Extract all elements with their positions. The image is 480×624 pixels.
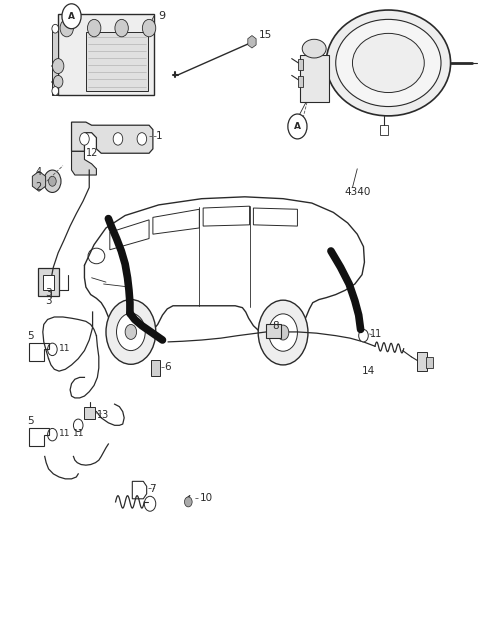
Text: 5: 5 [27, 331, 34, 341]
FancyBboxPatch shape [152, 360, 160, 376]
Circle shape [184, 497, 192, 507]
Text: 4340: 4340 [344, 187, 371, 197]
Circle shape [106, 300, 156, 364]
FancyBboxPatch shape [86, 32, 148, 91]
Circle shape [288, 114, 307, 139]
Text: A: A [68, 12, 75, 21]
Text: 3: 3 [45, 288, 51, 298]
Circle shape [277, 325, 289, 340]
Text: 9: 9 [158, 11, 166, 21]
Text: 12: 12 [86, 149, 98, 158]
FancyBboxPatch shape [266, 324, 281, 338]
Text: 8: 8 [273, 321, 279, 331]
Circle shape [80, 133, 89, 145]
Text: A: A [294, 122, 301, 131]
FancyBboxPatch shape [43, 275, 54, 290]
Polygon shape [72, 122, 153, 154]
FancyBboxPatch shape [426, 357, 433, 368]
FancyBboxPatch shape [38, 268, 59, 296]
Text: 6: 6 [164, 362, 171, 372]
Ellipse shape [336, 19, 441, 107]
FancyBboxPatch shape [417, 353, 427, 371]
Circle shape [258, 300, 308, 365]
Circle shape [125, 324, 137, 339]
Polygon shape [52, 26, 58, 95]
Circle shape [269, 314, 298, 351]
Ellipse shape [302, 39, 326, 58]
Circle shape [137, 133, 147, 145]
Circle shape [115, 19, 128, 37]
Text: 10: 10 [199, 492, 213, 502]
Text: 11: 11 [59, 429, 71, 438]
Text: 11: 11 [370, 329, 383, 339]
Text: 3: 3 [45, 296, 52, 306]
Ellipse shape [352, 33, 424, 92]
Text: 14: 14 [362, 366, 375, 376]
Circle shape [113, 133, 123, 145]
FancyBboxPatch shape [58, 14, 154, 95]
Polygon shape [72, 152, 96, 175]
Circle shape [52, 59, 64, 74]
Circle shape [52, 87, 59, 95]
Circle shape [48, 176, 56, 186]
Text: 5: 5 [27, 416, 34, 426]
Text: 11: 11 [59, 344, 71, 353]
Circle shape [52, 24, 59, 33]
Text: 13: 13 [97, 410, 109, 420]
Circle shape [44, 170, 61, 192]
FancyBboxPatch shape [299, 76, 303, 87]
Text: 7: 7 [149, 484, 156, 494]
Circle shape [60, 19, 73, 37]
Text: 15: 15 [259, 30, 272, 40]
FancyBboxPatch shape [300, 56, 328, 102]
Circle shape [117, 313, 145, 351]
Text: 4: 4 [35, 167, 41, 177]
Ellipse shape [326, 10, 451, 116]
Circle shape [87, 19, 101, 37]
Circle shape [53, 76, 63, 88]
Circle shape [143, 19, 156, 37]
Text: 11: 11 [72, 429, 84, 438]
FancyBboxPatch shape [84, 407, 95, 419]
FancyBboxPatch shape [299, 59, 303, 71]
Circle shape [62, 4, 81, 29]
Circle shape [359, 329, 368, 342]
Text: 1: 1 [156, 132, 163, 142]
Text: 2: 2 [35, 182, 41, 192]
